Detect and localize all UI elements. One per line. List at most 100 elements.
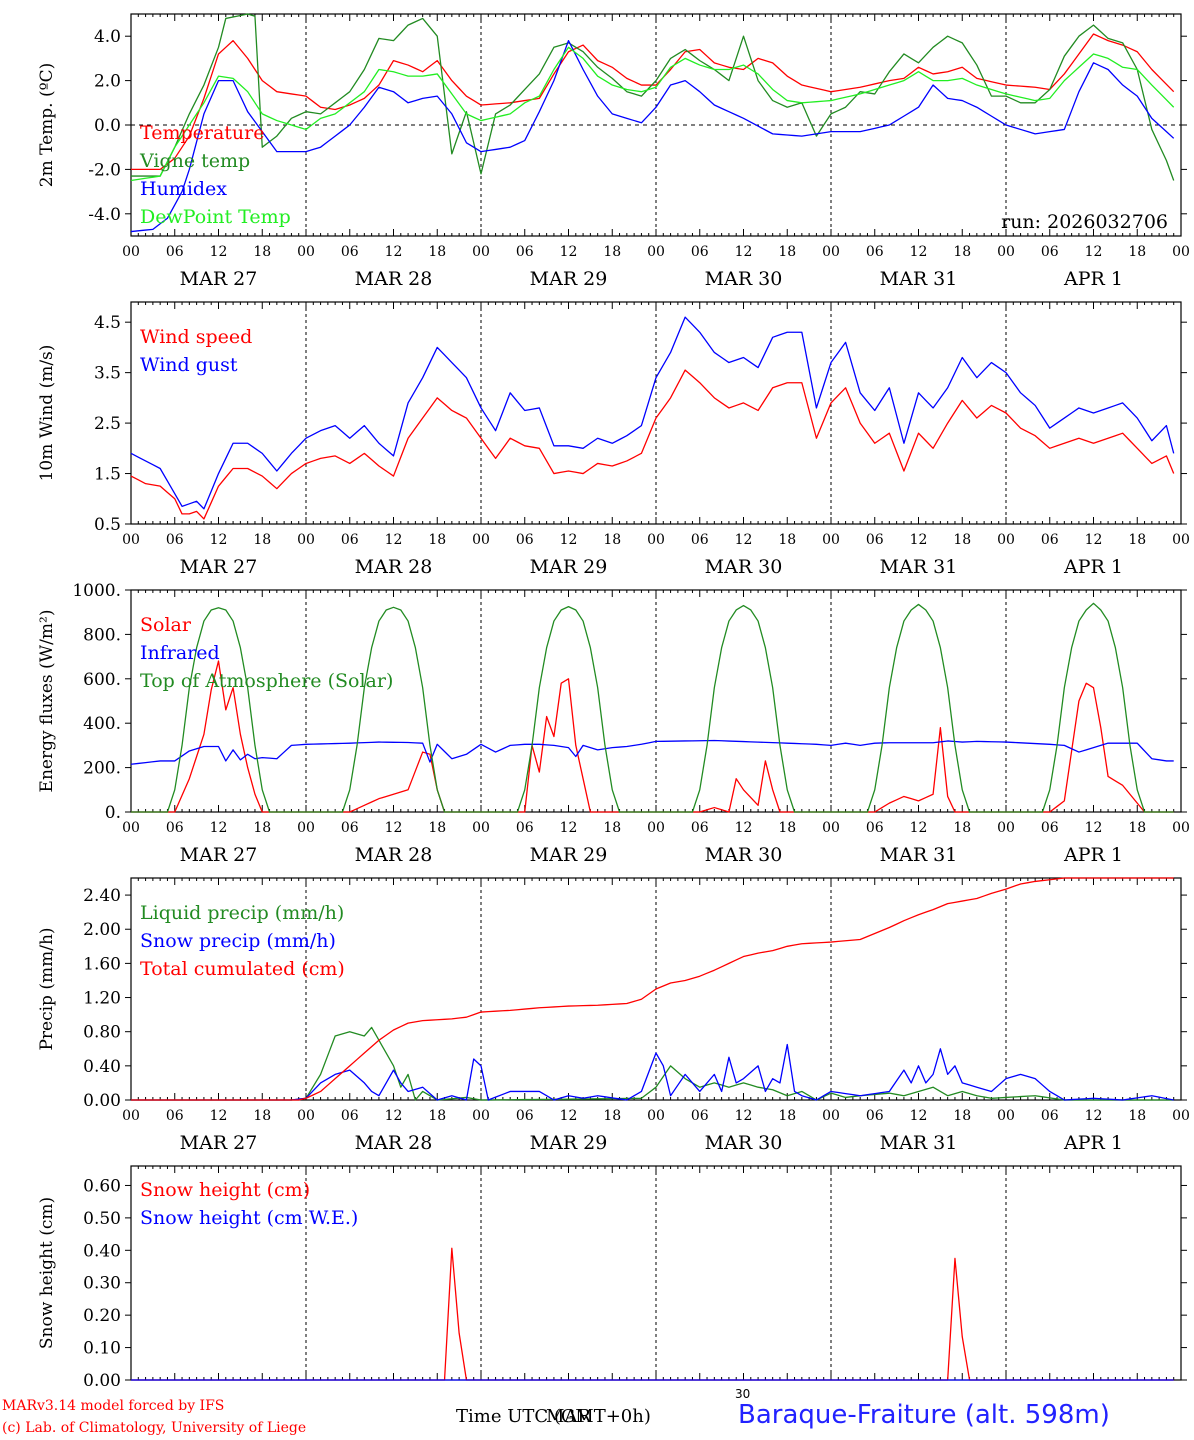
y-tick-label: -2.0 (88, 160, 121, 180)
hour-tick-label: 18 (953, 820, 971, 836)
legend-entry: Snow height (cm W.E.) (140, 1207, 358, 1229)
y-tick-label: 0.00 (83, 1091, 121, 1111)
legend-entry: Total cumulated (cm) (140, 958, 345, 980)
y-tick-label: 0.40 (83, 1057, 121, 1077)
hour-tick-label: 00 (997, 244, 1015, 260)
hour-tick-label: 18 (1128, 1108, 1146, 1124)
hour-tick-label: 06 (516, 1108, 534, 1124)
day-label: MAR 29 (530, 1132, 608, 1154)
hour-tick-label: 12 (210, 820, 228, 836)
hour-tick-label: 18 (1128, 244, 1146, 260)
hour-tick-label: 00 (1172, 244, 1190, 260)
hour-tick-label: 12 (210, 1108, 228, 1124)
hour-tick-label: 12 (1085, 820, 1103, 836)
hour-tick-label: 12 (210, 244, 228, 260)
hour-tick-label: 18 (253, 532, 271, 548)
hour-tick-label: 06 (166, 1108, 184, 1124)
series-line-humidex (130, 39, 1175, 233)
day-label: MAR 28 (355, 844, 433, 866)
y-tick-label: 0. (105, 803, 121, 823)
hour-tick-label: 06 (516, 532, 534, 548)
hour-tick-label: 06 (166, 244, 184, 260)
hour-tick-label: 18 (428, 1108, 446, 1124)
hour-tick-label: 18 (1128, 532, 1146, 548)
energy-flux-panel: 1000. 800. 600. 400. 200. 0. Energy fluxes (W/… (37, 581, 1190, 866)
legend-entry: Liquid precip (mm/h) (140, 902, 344, 924)
hour-tick-label: 00 (122, 244, 140, 260)
hour-tick-label: 00 (297, 820, 315, 836)
hour-tick-label: 12 (910, 1108, 928, 1124)
legend-entry: Wind speed (140, 326, 252, 348)
hour-tick-label: 18 (778, 1108, 796, 1124)
legend-entry: Vigne temp (139, 150, 250, 172)
tail-month-label: MAR (546, 1406, 591, 1427)
snow-height-panel: 0.60 0.50 0.40 0.30 0.20 0.10 0.00 Snow height … (37, 1165, 1187, 1391)
y-axis-title: Precip (mm/h) (37, 927, 57, 1050)
hour-tick-label: 18 (603, 1108, 621, 1124)
hour-tick-label: 18 (253, 1108, 271, 1124)
hour-tick-label: 12 (1085, 244, 1103, 260)
hour-tick-label: 18 (603, 244, 621, 260)
day-label: MAR 27 (180, 1132, 258, 1154)
hour-tick-label: 00 (647, 244, 665, 260)
y-tick-label: 2.5 (94, 414, 121, 434)
series-line-snow-precip-mm-h- (131, 1043, 1174, 1101)
y-tick-label: 4.0 (94, 27, 121, 47)
day-label: MAR 28 (355, 1132, 433, 1154)
y-tick-label: 0.80 (83, 1023, 121, 1043)
hour-tick-label: 06 (866, 532, 884, 548)
hour-tick-label: 18 (953, 244, 971, 260)
legend-entry: Humidex (140, 178, 227, 200)
y-tick-label: 0.0 (94, 116, 121, 136)
hour-tick-label: 18 (603, 820, 621, 836)
precip-panel: 2.40 2.00 1.60 1.20 0.80 0.40 0.00 Precip (mm/h… (37, 877, 1190, 1154)
hour-tick-label: 06 (866, 1108, 884, 1124)
hour-tick-label: 18 (1128, 820, 1146, 836)
legend-entry: Infrared (140, 642, 220, 664)
y-axis-title: 2m Temp. (ºC) (37, 63, 57, 188)
hour-tick-label: 12 (1085, 532, 1103, 548)
hour-tick-label: 12 (910, 244, 928, 260)
series-line-infrared (130, 739, 1174, 765)
hour-tick-label: 00 (822, 532, 840, 548)
hour-tick-label: 18 (428, 820, 446, 836)
hour-tick-label: 12 (210, 532, 228, 548)
legend-entry: Temperature (140, 122, 264, 144)
legend-entry: Snow height (cm) (140, 1179, 310, 1201)
hour-tick-label: 06 (866, 244, 884, 260)
day-label: MAR 31 (880, 556, 958, 578)
hour-tick-label: 06 (341, 532, 359, 548)
hour-tick-label: 00 (822, 1108, 840, 1124)
y-tick-label: 0.30 (83, 1274, 121, 1294)
y-tick-label: 0.00 (83, 1371, 121, 1391)
day-label: APR 1 (1063, 844, 1123, 866)
day-label: MAR 27 (180, 844, 258, 866)
hour-tick-label: 00 (472, 244, 490, 260)
series-line-top-of-atmosphere-solar- (131, 602, 1174, 813)
hour-tick-label: 00 (122, 1108, 140, 1124)
legend-entry: Wind gust (140, 354, 238, 376)
y-tick-label: 3.5 (94, 364, 121, 384)
model-credit: MARv3.14 model forced by IFS (2, 1398, 225, 1414)
y-axis-title: 10m Wind (m/s) (37, 345, 57, 482)
station-name: Baraque-Fraiture (alt. 598m) (738, 1400, 1110, 1430)
hour-tick-label: 00 (997, 820, 1015, 836)
hour-tick-label: 12 (385, 820, 403, 836)
y-tick-label: 0.20 (83, 1306, 121, 1326)
hour-tick-label: 18 (428, 244, 446, 260)
y-tick-label: 0.60 (83, 1176, 121, 1196)
day-label: MAR 31 (880, 844, 958, 866)
hour-tick-label: 06 (691, 820, 709, 836)
hour-tick-label: 00 (297, 1108, 315, 1124)
hour-tick-label: 06 (866, 820, 884, 836)
hour-tick-label: 00 (997, 532, 1015, 548)
hour-tick-label: 00 (997, 1108, 1015, 1124)
hour-tick-label: 06 (516, 820, 534, 836)
tail-day-label: 30 (735, 1387, 751, 1401)
y-tick-label: -4.0 (88, 205, 121, 225)
day-label: MAR 31 (880, 1132, 958, 1154)
day-label: MAR 30 (705, 1132, 783, 1154)
hour-tick-label: 06 (341, 244, 359, 260)
wind-panel: 4.5 3.5 2.5 1.5 0.5 10m Wind (m/s) 00 06 12 18 00 0… (37, 301, 1190, 578)
